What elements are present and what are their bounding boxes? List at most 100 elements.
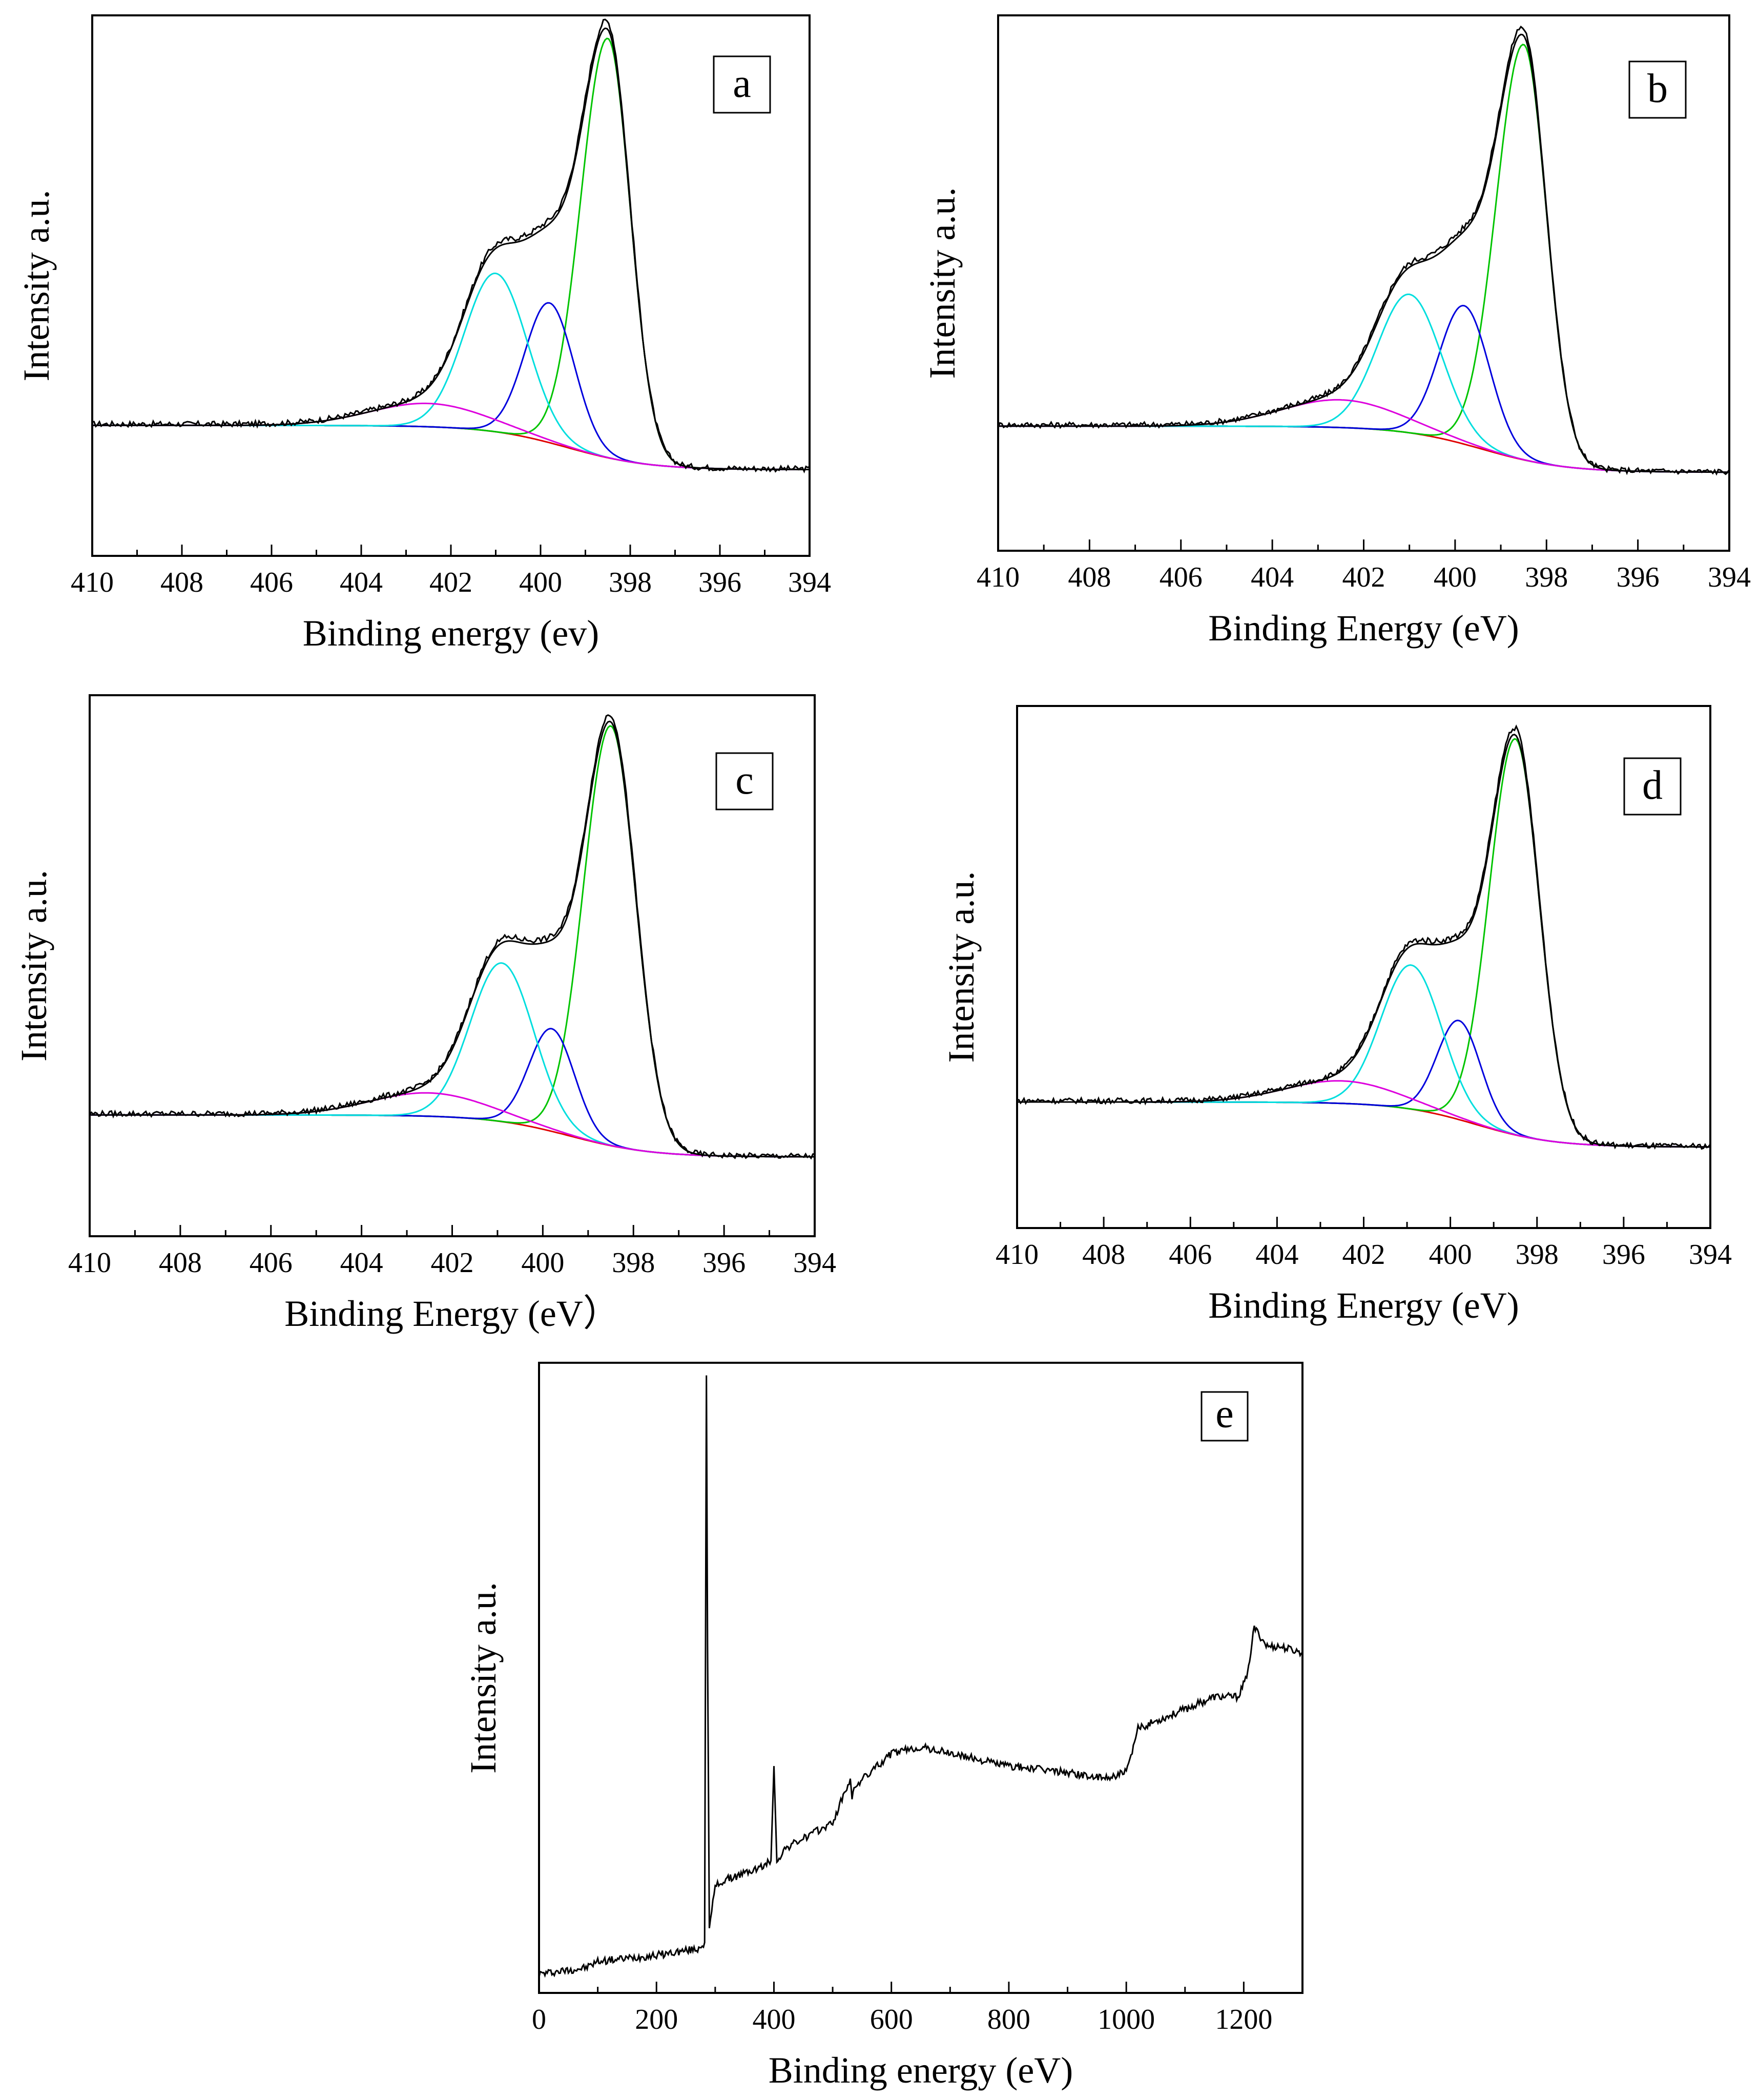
x-tick-label: 396 <box>702 1247 746 1279</box>
y-axis-label: Intensity a.u. <box>922 188 963 379</box>
x-tick-label: 408 <box>1082 1239 1125 1271</box>
x-tick-label: 400 <box>1434 562 1477 593</box>
plot-area <box>539 1375 1302 1978</box>
x-tick-label: 398 <box>612 1247 655 1279</box>
measured-spectrum-line <box>92 18 810 474</box>
component-peak-line <box>92 402 810 470</box>
x-tick-label: 406 <box>1160 562 1203 593</box>
x-tick-label: 394 <box>793 1247 836 1279</box>
x-tick-label: 410 <box>68 1247 111 1279</box>
x-tick-label: 406 <box>250 1247 293 1279</box>
x-tick-label: 408 <box>160 567 203 598</box>
panel-tag-box <box>1628 60 1687 119</box>
x-tick-label: 404 <box>340 1247 383 1279</box>
x-tick-label: 1200 <box>1215 2004 1272 2035</box>
measured-spectrum-line <box>998 25 1729 476</box>
plot-area <box>998 25 1729 476</box>
plot-area <box>90 714 815 1160</box>
fit-envelope-line <box>92 27 810 470</box>
plot-frame <box>1016 705 1711 1229</box>
x-tick-label: 402 <box>429 567 472 598</box>
x-tick-label: 398 <box>609 567 652 598</box>
measured-spectrum-line <box>1017 724 1710 1150</box>
panel-tag-box <box>715 752 774 810</box>
panel-b: 410 408 406 404 402 400 398 396 394 Binding Energ… <box>922 14 1751 649</box>
fit-envelope-line <box>998 33 1729 473</box>
component-peak-line <box>90 725 815 1158</box>
x-tick-label: 410 <box>977 562 1020 593</box>
component-peak-line <box>998 44 1729 473</box>
component-peak-line <box>1017 1080 1710 1148</box>
panel-tag-box <box>1201 1391 1249 1442</box>
x-tick-label: 410 <box>71 567 114 598</box>
x-tick-label: 406 <box>1169 1239 1212 1271</box>
panel-tag: a <box>733 61 751 106</box>
panel-tag: c <box>735 758 754 803</box>
panel-tag: b <box>1647 66 1668 111</box>
panel-tag-box <box>1623 757 1682 816</box>
component-peak-line <box>1017 964 1710 1148</box>
x-tick-label: 396 <box>1602 1239 1645 1271</box>
x-tick-label: 402 <box>1342 562 1385 593</box>
x-tick-label: 400 <box>1429 1239 1472 1271</box>
x-tick-label: 404 <box>1251 562 1294 593</box>
x-tick-label: 396 <box>698 567 741 598</box>
x-tick-label: 404 <box>340 567 383 598</box>
x-tick-label: 394 <box>788 567 831 598</box>
background-line <box>998 425 1729 473</box>
x-axis-label: Binding energy (eV) <box>769 2050 1073 2091</box>
x-axis-label: Binding Energy (eV) <box>1208 1285 1519 1326</box>
background-line <box>92 424 810 470</box>
x-tick-label: 402 <box>1342 1239 1385 1271</box>
x-tick-label: 0 <box>532 2004 546 2035</box>
panel-d: 410 408 406 404 402 400 398 396 394 Binding Energ… <box>941 705 1732 1326</box>
x-tick-label: 1000 <box>1098 2004 1155 2035</box>
component-peak-line <box>92 302 810 470</box>
x-tick-label: 410 <box>996 1239 1039 1271</box>
fit-envelope-line <box>90 720 815 1158</box>
component-peak-line <box>998 399 1729 473</box>
plot-area <box>92 18 810 474</box>
panel-c: 410 408 406 404 402 400 398 396 394 Binding Energ… <box>13 694 836 1334</box>
survey-spectrum-line <box>539 1375 1302 1978</box>
x-tick-label: 394 <box>1708 562 1751 593</box>
x-tick-label: 406 <box>250 567 293 598</box>
x-tick-label: 396 <box>1617 562 1660 593</box>
x-tick-label: 800 <box>987 2004 1030 2035</box>
x-tick-label: 400 <box>752 2004 795 2035</box>
background-line <box>1017 1101 1710 1148</box>
panel-tag: e <box>1215 1391 1234 1436</box>
component-peak-line <box>998 294 1729 473</box>
plot-frame <box>91 14 811 557</box>
x-tick-label: 402 <box>431 1247 474 1279</box>
plot-area <box>1017 724 1710 1150</box>
x-axis-label: Binding Energy (eV) <box>1208 608 1519 649</box>
x-tick-label: 398 <box>1525 562 1568 593</box>
x-tick-label: 408 <box>159 1247 202 1279</box>
panel-tag-box <box>713 55 771 114</box>
measured-spectrum-line <box>90 714 815 1160</box>
background-line <box>90 1114 815 1158</box>
x-tick-label: 404 <box>1255 1239 1298 1271</box>
x-axis-label: Binding Energy (eV） <box>284 1293 620 1334</box>
y-axis-label: Intensity a.u. <box>463 1582 504 1774</box>
component-peak-line <box>92 37 810 470</box>
plot-frame <box>538 1362 1303 1994</box>
component-peak-line <box>1017 738 1710 1148</box>
component-peak-line <box>90 1092 815 1158</box>
y-axis-label: Intensity a.u. <box>16 190 57 382</box>
component-peak-line <box>998 304 1729 473</box>
component-peak-line <box>92 273 810 470</box>
y-axis-label: Intensity a.u. <box>13 870 54 1062</box>
panel-tag: d <box>1642 763 1663 808</box>
x-tick-label: 408 <box>1068 562 1111 593</box>
x-tick-label: 398 <box>1516 1239 1559 1271</box>
component-peak-line <box>90 962 815 1158</box>
x-tick-label: 600 <box>870 2004 913 2035</box>
panel-e: 0 200 400 600 800 1000 1200 Binding energy (eV)… <box>463 1362 1303 2091</box>
fit-envelope-line <box>1017 734 1710 1148</box>
x-tick-label: 394 <box>1689 1239 1732 1271</box>
panel-a: 410 408 406 404 402 400 398 396 394 Binding energ… <box>16 14 831 654</box>
x-tick-label: 400 <box>521 1247 564 1279</box>
